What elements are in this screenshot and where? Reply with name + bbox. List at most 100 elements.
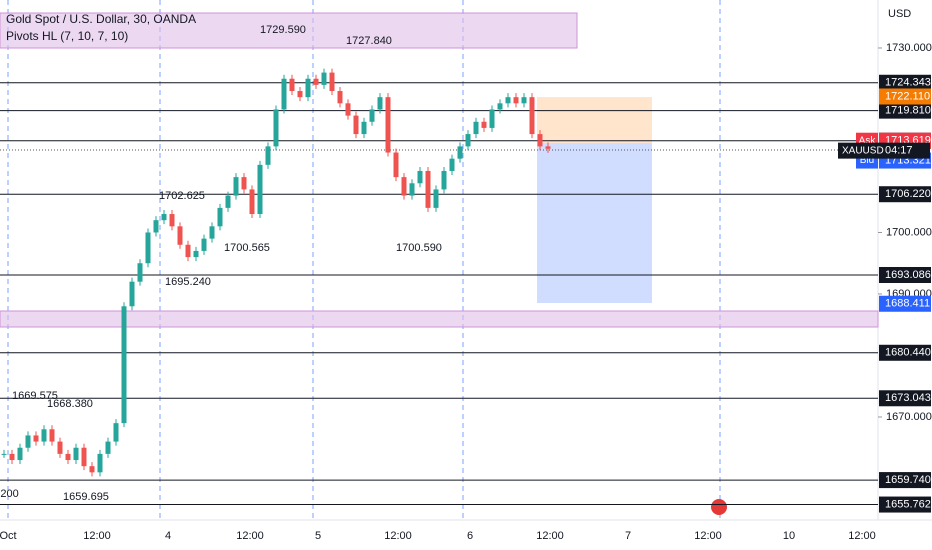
time-label: 12:00 bbox=[384, 530, 412, 542]
ask-name: Ask bbox=[859, 135, 877, 146]
target-tag bbox=[879, 88, 931, 105]
candle bbox=[345, 103, 351, 116]
candle bbox=[329, 72, 335, 92]
candle bbox=[529, 97, 535, 135]
symbol-title: Gold Spot / U.S. Dollar, 30, OANDA bbox=[6, 12, 196, 26]
candle bbox=[33, 435, 39, 442]
candle bbox=[377, 97, 383, 110]
candle bbox=[81, 447, 87, 467]
time-label: 12:00 bbox=[694, 530, 722, 542]
level-label: 1724.343 bbox=[885, 77, 931, 89]
pivot-label: 1702.625 bbox=[159, 190, 205, 202]
candle bbox=[249, 189, 255, 215]
bid-name: Bid bbox=[860, 155, 874, 166]
candle bbox=[513, 97, 519, 104]
candle bbox=[169, 214, 175, 227]
level-tag bbox=[879, 344, 931, 361]
candle bbox=[201, 238, 207, 251]
zone-tag bbox=[879, 295, 931, 312]
position-stop bbox=[537, 143, 652, 303]
candle bbox=[97, 453, 103, 473]
time-label: Oct bbox=[0, 530, 17, 542]
time-label: 12:00 bbox=[236, 530, 264, 542]
axis-tick-label: 1700.000 bbox=[886, 226, 932, 238]
candle bbox=[497, 103, 503, 110]
candle bbox=[505, 97, 511, 104]
session-lines bbox=[7, 0, 721, 520]
time-label: 10 bbox=[783, 530, 795, 542]
indicator-label: Pivots HL (7, 10, 7, 10) bbox=[6, 29, 128, 43]
level-label: 1659.740 bbox=[885, 474, 931, 486]
level-label: 1673.043 bbox=[885, 392, 931, 404]
candle bbox=[265, 146, 271, 165]
candle bbox=[137, 263, 143, 282]
candle bbox=[217, 207, 223, 227]
candle bbox=[17, 447, 23, 461]
candle bbox=[257, 164, 263, 215]
level-tag bbox=[879, 390, 931, 407]
candle bbox=[41, 429, 47, 442]
candle bbox=[289, 78, 295, 92]
pivot-label: 1700.565 bbox=[224, 242, 270, 254]
level-label: 1655.762 bbox=[885, 498, 931, 510]
candle bbox=[233, 177, 239, 196]
candle bbox=[489, 109, 495, 128]
candle bbox=[273, 109, 279, 147]
candle bbox=[65, 453, 71, 461]
level-tag bbox=[879, 74, 931, 91]
candle bbox=[297, 91, 303, 98]
event-icon[interactable] bbox=[711, 499, 727, 515]
time-label: 4 bbox=[165, 530, 171, 542]
candle bbox=[25, 435, 31, 448]
pivot-label: 1727.840 bbox=[346, 35, 392, 47]
candle bbox=[401, 177, 407, 196]
countdown: 04:17 bbox=[885, 145, 913, 157]
level-label: 1706.220 bbox=[885, 188, 931, 200]
candle bbox=[433, 189, 439, 208]
candle bbox=[321, 72, 327, 85]
candle bbox=[113, 423, 119, 442]
candle bbox=[209, 226, 215, 239]
candle bbox=[473, 121, 479, 135]
candle bbox=[129, 281, 135, 307]
pivot-label: 1669.575 bbox=[12, 390, 58, 402]
candle bbox=[49, 429, 55, 442]
candle bbox=[161, 214, 167, 221]
candle bbox=[481, 121, 487, 128]
pivot-label: .200 bbox=[0, 488, 19, 500]
target-label: 1722.110 bbox=[885, 90, 930, 102]
symbol-tag bbox=[838, 142, 930, 159]
pivot-label: 1659.695 bbox=[63, 491, 109, 503]
candle bbox=[193, 250, 199, 258]
level-tag bbox=[879, 472, 931, 489]
axis-tick-label: 1670.000 bbox=[886, 411, 932, 423]
zone-mid bbox=[0, 310, 879, 328]
candle bbox=[385, 97, 391, 153]
candle bbox=[441, 170, 447, 190]
level-tag bbox=[879, 102, 931, 119]
currency: USD bbox=[888, 8, 911, 20]
level-tag bbox=[879, 496, 931, 513]
candle bbox=[177, 226, 183, 245]
candle bbox=[521, 97, 527, 104]
level-label: 1693.086 bbox=[885, 269, 931, 281]
candle bbox=[465, 134, 471, 147]
pivot-label: 1729.590 bbox=[260, 24, 306, 36]
time-label: 12:00 bbox=[83, 530, 111, 542]
time-label: 12:00 bbox=[848, 530, 876, 542]
candle bbox=[409, 183, 415, 196]
candle bbox=[281, 78, 287, 110]
candle bbox=[449, 158, 455, 171]
pivot-label: 1668.380 bbox=[47, 398, 93, 410]
candle bbox=[417, 170, 423, 184]
level-tag bbox=[879, 186, 931, 203]
candle bbox=[121, 306, 127, 424]
candle bbox=[337, 91, 343, 104]
zone-label: 1688.411 bbox=[885, 298, 930, 310]
candle bbox=[457, 146, 463, 159]
level-label: 1719.810 bbox=[885, 105, 931, 117]
candle bbox=[545, 146, 551, 149]
time-label: 7 bbox=[625, 530, 631, 542]
candle bbox=[361, 121, 367, 135]
